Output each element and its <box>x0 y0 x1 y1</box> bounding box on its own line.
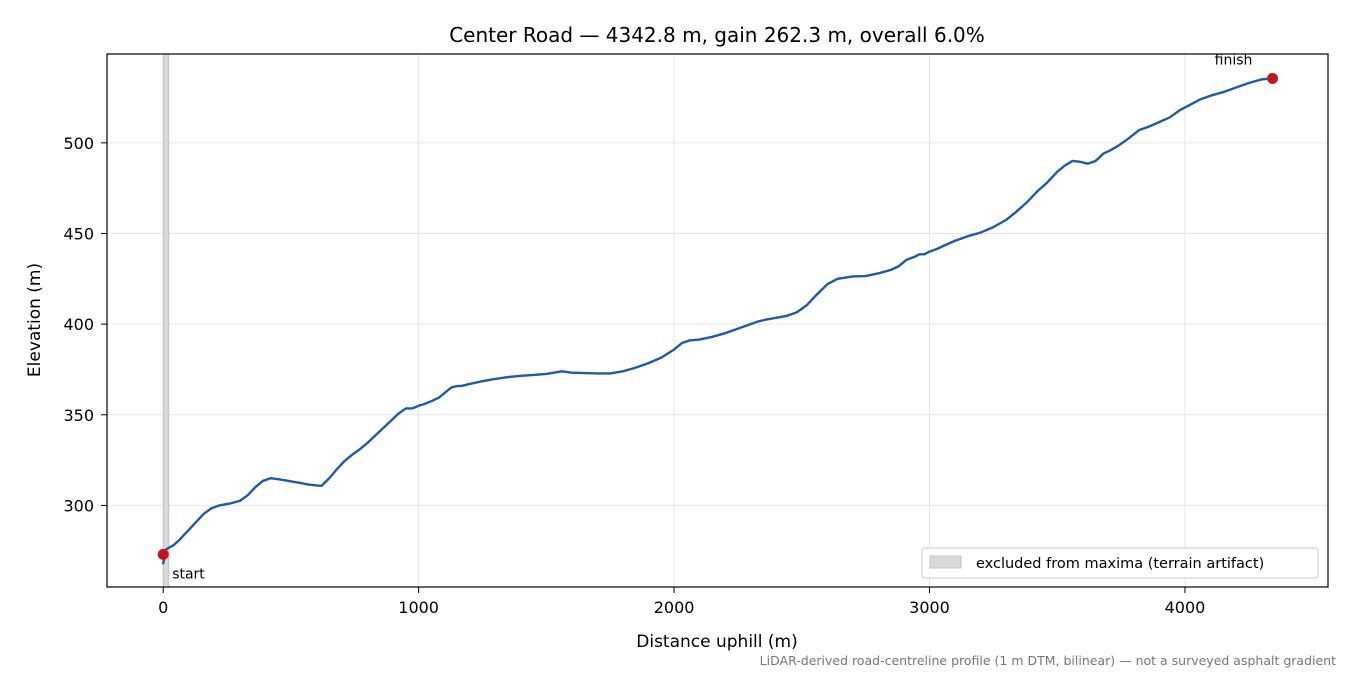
legend-label: excluded from maxima (terrain artifact) <box>976 556 1264 572</box>
excluded-band-rect <box>162 53 170 588</box>
y-tick-label: 450 <box>63 224 94 243</box>
chart-title: Center Road — 4342.8 m, gain 262.3 m, ov… <box>449 23 985 47</box>
y-tick-label: 400 <box>63 315 94 334</box>
x-tick-label: 0 <box>158 598 168 617</box>
elevation-series <box>161 77 1274 565</box>
x-axis-ticks: 0 1000 2000 3000 4000 <box>158 587 1205 617</box>
plot-frame <box>106 53 1329 588</box>
y-tick-label: 350 <box>63 406 94 425</box>
endpoint-markers <box>157 72 1279 560</box>
excluded-band <box>162 53 170 588</box>
y-tick-label: 500 <box>63 134 94 153</box>
grid-lines <box>107 54 1328 587</box>
x-tick-label: 2000 <box>654 598 695 617</box>
x-tick-label: 3000 <box>909 598 950 617</box>
finish-label: finish <box>1215 52 1253 68</box>
x-axis-label: Distance uphill (m) <box>636 632 797 652</box>
y-axis-label: Elevation (m) <box>25 263 45 377</box>
elevation-line <box>161 77 1274 565</box>
legend-swatch <box>929 555 962 569</box>
x-tick-label: 1000 <box>398 598 439 617</box>
footnote: LiDAR-derived road-centreline profile (1… <box>760 653 1336 668</box>
start-marker <box>157 548 169 560</box>
plot-background <box>107 54 1328 587</box>
x-tick-label: 4000 <box>1165 598 1206 617</box>
legend: excluded from maxima (terrain artifact) <box>921 547 1319 579</box>
start-label: start <box>172 566 205 582</box>
plot-border <box>106 53 1329 588</box>
y-tick-label: 300 <box>63 496 94 515</box>
plot-area <box>107 54 1328 587</box>
y-axis-ticks: 300 350 400 450 500 <box>63 134 107 515</box>
finish-marker <box>1267 72 1279 84</box>
legend-box <box>921 547 1319 579</box>
